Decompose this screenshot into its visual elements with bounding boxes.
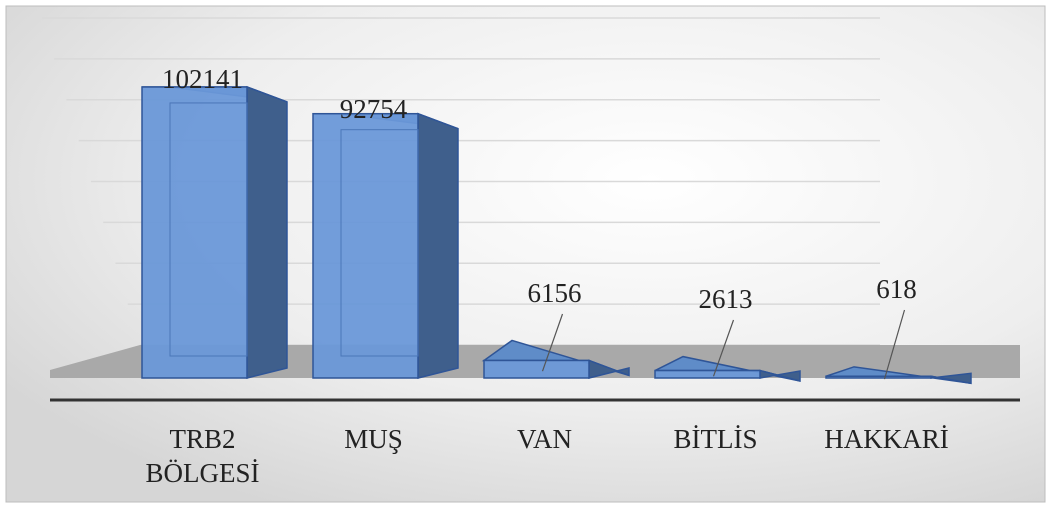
bar bbox=[825, 366, 972, 385]
x-tick-label: HAKKARİ bbox=[824, 424, 949, 454]
bar-front bbox=[825, 375, 932, 379]
leader-line bbox=[712, 319, 735, 377]
x-tick-label: VAN bbox=[517, 424, 572, 454]
bar-front bbox=[312, 112, 419, 379]
bar bbox=[654, 355, 801, 382]
bar-inner bbox=[340, 129, 419, 357]
bar bbox=[141, 85, 288, 379]
value-label: 2613 bbox=[699, 284, 753, 314]
bar-front bbox=[141, 86, 248, 379]
value-label: 6156 bbox=[528, 278, 582, 308]
x-tick-label: BİTLİS bbox=[674, 424, 758, 454]
leader-line bbox=[541, 313, 564, 372]
x-tick-label: MUŞ bbox=[344, 424, 403, 454]
value-label: 102141 bbox=[162, 64, 243, 94]
x-tick-label-line: TRB2 bbox=[169, 424, 235, 454]
bar bbox=[481, 339, 630, 379]
x-tick-label-line: BÖLGESİ bbox=[146, 458, 260, 488]
bar-front bbox=[654, 369, 761, 379]
x-tick-label: TRB2 BÖLGESİ bbox=[146, 424, 260, 488]
bar-side bbox=[417, 112, 459, 379]
bar-front bbox=[483, 359, 590, 379]
leader-line bbox=[883, 309, 906, 380]
bar-side bbox=[246, 85, 288, 379]
value-label: 618 bbox=[876, 274, 917, 304]
bar-inner bbox=[169, 102, 248, 357]
bar bbox=[312, 112, 459, 379]
value-label: 92754 bbox=[340, 94, 408, 124]
bars: 102141 TRB2 BÖLGESİ 92754 MUŞ 6156 VAN 2613 BİTL… bbox=[141, 64, 972, 488]
